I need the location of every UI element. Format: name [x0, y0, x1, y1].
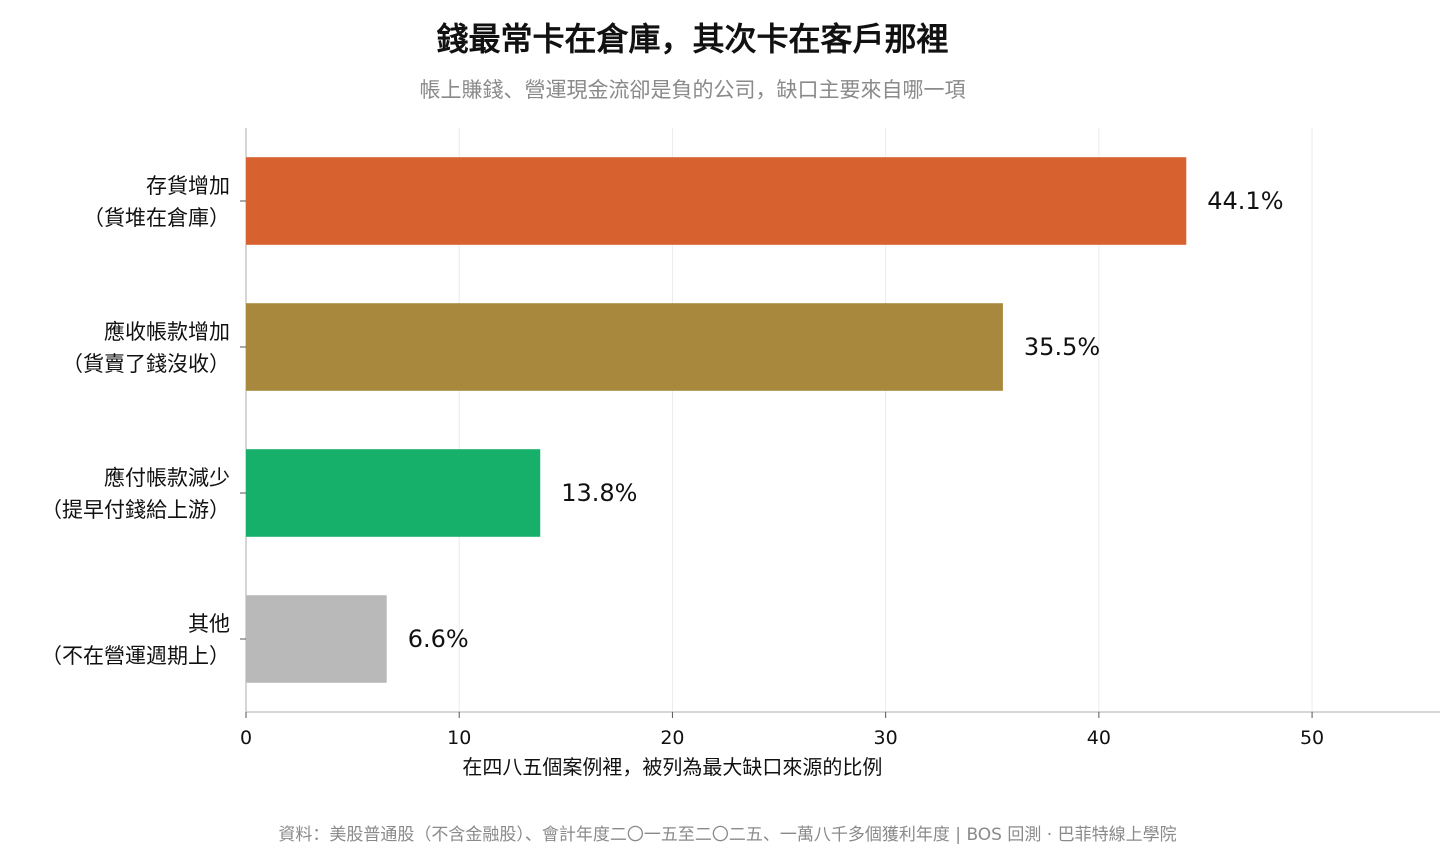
value-label-1: 35.5%: [1024, 333, 1100, 361]
value-label-0: 44.1%: [1207, 187, 1283, 215]
value-label-3: 6.6%: [408, 625, 469, 653]
source-note: 資料：美股普通股（不含金融股）、會計年度二〇一五至二〇二五、一萬八千多個獲利年度…: [278, 825, 1177, 845]
chart-title: 錢最常卡在倉庫，其次卡在客戶那裡: [436, 20, 949, 58]
category-label-1-1: （貨賣了錢沒收）: [62, 352, 230, 376]
value-label-2: 13.8%: [561, 479, 637, 507]
bar-0: [246, 157, 1187, 245]
bar-3: [246, 595, 387, 683]
x-tick-label-3: 30: [874, 727, 898, 749]
x-tick-label-4: 40: [1087, 727, 1111, 749]
x-tick-label-2: 20: [660, 727, 684, 749]
x-axis-title: 在四八五個案例裡，被列為最大缺口來源的比例: [462, 755, 882, 779]
x-tick-label-0: 0: [240, 727, 252, 749]
category-label-0-0: 存貨增加: [146, 174, 230, 198]
category-label-3-0: 其他: [188, 612, 230, 636]
category-label-1-0: 應收帳款增加: [104, 320, 230, 344]
x-tick-label-5: 50: [1300, 727, 1324, 749]
x-tick-label-1: 10: [447, 727, 471, 749]
bar-1: [246, 303, 1003, 391]
category-label-0-1: （貨堆在倉庫）: [83, 206, 230, 230]
chart-subtitle: 帳上賺錢、營運現金流卻是負的公司，缺口主要來自哪一項: [419, 78, 966, 102]
bar-2: [246, 449, 541, 537]
category-label-2-1: （提早付錢給上游）: [41, 498, 230, 522]
category-label-3-1: （不在營運週期上）: [41, 644, 230, 668]
category-label-2-0: 應付帳款減少: [104, 466, 230, 490]
